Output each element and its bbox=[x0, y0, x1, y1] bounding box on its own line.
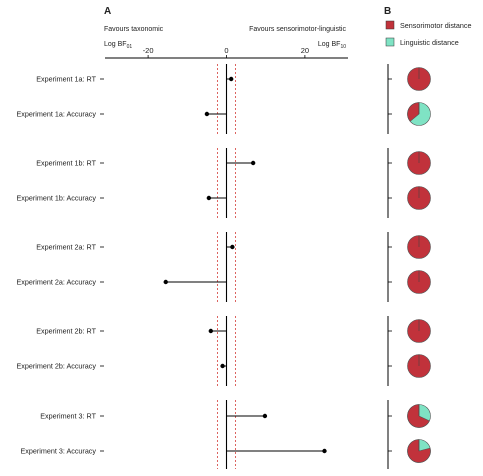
left-axis-label: Log BF01 bbox=[104, 41, 132, 50]
effect-point bbox=[206, 195, 212, 201]
effect-point bbox=[204, 111, 210, 117]
legend-label: Linguistic distance bbox=[400, 38, 459, 47]
row-label: Experiment 1a: Accuracy bbox=[17, 110, 97, 119]
row-label: Experiment 2a: Accuracy bbox=[17, 278, 97, 287]
legend-swatch bbox=[385, 37, 395, 47]
effect-point bbox=[220, 363, 225, 369]
pie-panel bbox=[387, 64, 431, 469]
panel-a-label: A bbox=[104, 6, 111, 17]
right-axis-label-main: Log BF bbox=[318, 41, 341, 48]
row-label: Experiment 1a: RT bbox=[36, 75, 96, 84]
row-label: Experiment 2b: Accuracy bbox=[17, 362, 97, 371]
left-axis-label-sub: 01 bbox=[127, 44, 133, 50]
row-label: Experiment 1b: RT bbox=[36, 159, 96, 168]
x-tick-label: -20 bbox=[143, 46, 154, 55]
row-label: Experiment 3: RT bbox=[40, 412, 96, 421]
effect-point bbox=[262, 413, 268, 419]
row-label: Experiment 3: Accuracy bbox=[21, 447, 97, 456]
legend: Sensorimotor distance Linguistic distance bbox=[385, 20, 472, 47]
row-label: Experiment 1b: Accuracy bbox=[17, 194, 97, 203]
legend-swatch bbox=[385, 20, 395, 30]
effect-point bbox=[208, 328, 214, 334]
effect-point bbox=[163, 279, 168, 285]
header-favours-sensorimotor-linguistic: Favours sensorimotor-linguistic bbox=[249, 26, 346, 33]
pie-slice-sensorimotor bbox=[407, 439, 431, 463]
panel-b-label: B bbox=[384, 6, 391, 17]
x-tick-label: 0 bbox=[224, 46, 228, 55]
pie-slice-sensorimotor bbox=[407, 404, 430, 428]
legend-label: Sensorimotor distance bbox=[400, 21, 472, 30]
effect-point bbox=[322, 448, 327, 454]
row-label: Experiment 2b: RT bbox=[36, 327, 96, 336]
effect-point bbox=[250, 160, 256, 166]
right-axis-label: Log BF10 bbox=[318, 41, 346, 50]
header-favours-taxonomic: Favours taxonomic bbox=[104, 26, 164, 33]
row-label: Experiment 2a: RT bbox=[36, 243, 96, 252]
pie-slice-sensorimotor bbox=[407, 102, 420, 122]
right-axis-label-sub: 10 bbox=[340, 44, 346, 50]
x-tick-label: 20 bbox=[301, 46, 309, 55]
forest-plot: -20 0 20 Experiment 1a: RT Experiment 1a: Ac… bbox=[17, 46, 348, 469]
effect-point bbox=[229, 76, 234, 82]
left-axis-label-main: Log BF bbox=[104, 41, 127, 48]
effect-point bbox=[230, 244, 235, 250]
